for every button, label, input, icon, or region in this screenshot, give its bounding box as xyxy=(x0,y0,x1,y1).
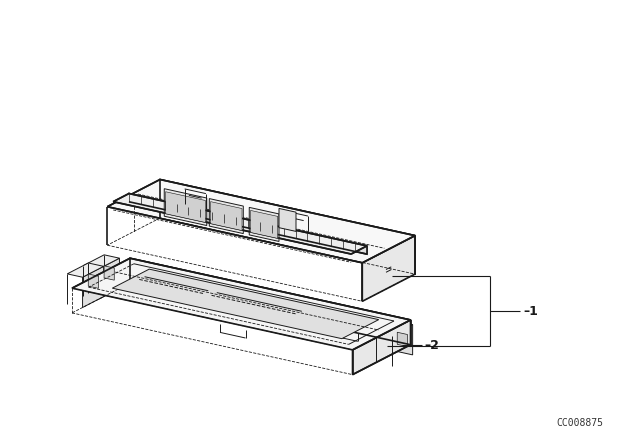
Polygon shape xyxy=(279,208,296,232)
Polygon shape xyxy=(249,207,279,241)
Polygon shape xyxy=(104,266,115,280)
Polygon shape xyxy=(108,180,415,263)
Polygon shape xyxy=(397,321,413,355)
Polygon shape xyxy=(166,192,205,223)
Polygon shape xyxy=(250,211,278,238)
Polygon shape xyxy=(72,258,410,350)
Polygon shape xyxy=(353,320,410,375)
Polygon shape xyxy=(362,236,415,302)
Text: CC008875: CC008875 xyxy=(557,418,604,428)
Polygon shape xyxy=(67,263,104,277)
Polygon shape xyxy=(376,321,413,336)
Polygon shape xyxy=(211,202,242,231)
Text: –1: –1 xyxy=(523,305,538,318)
Polygon shape xyxy=(83,267,104,307)
Polygon shape xyxy=(113,194,367,254)
Polygon shape xyxy=(83,255,120,269)
Polygon shape xyxy=(164,189,207,225)
Polygon shape xyxy=(209,198,243,233)
Polygon shape xyxy=(130,258,410,345)
Text: –2: –2 xyxy=(424,339,439,352)
Polygon shape xyxy=(129,194,367,254)
Polygon shape xyxy=(160,180,415,274)
Polygon shape xyxy=(99,258,120,299)
Polygon shape xyxy=(397,332,408,347)
Polygon shape xyxy=(113,269,379,339)
Polygon shape xyxy=(88,274,99,289)
